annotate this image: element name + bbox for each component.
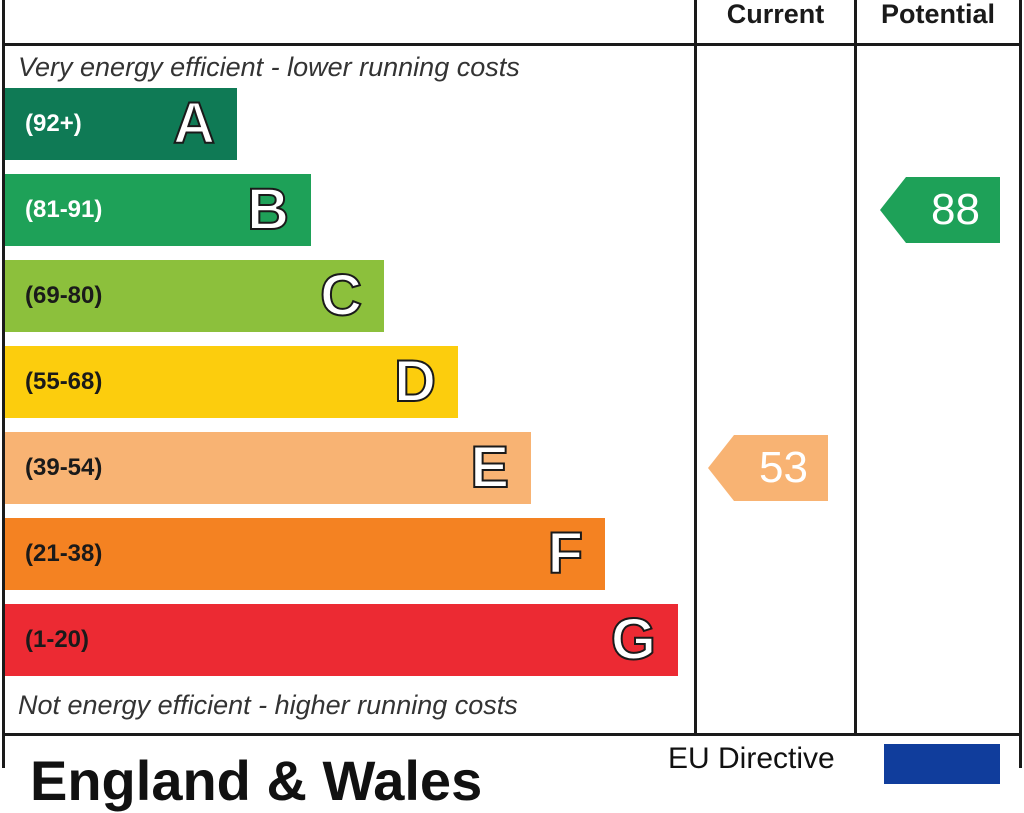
potential-column-divider bbox=[854, 0, 857, 736]
eu-flag-icon bbox=[884, 744, 1000, 784]
potential-column-header: Potential bbox=[880, 0, 995, 29]
band-letter: E bbox=[469, 434, 510, 501]
band-c: (69-80) C bbox=[5, 260, 384, 332]
left-border bbox=[2, 0, 5, 768]
band-letter: G bbox=[610, 606, 657, 673]
potential-arrow-shape bbox=[880, 177, 1000, 243]
current-arrow-shape bbox=[708, 435, 828, 501]
band-a: (92+) A bbox=[5, 88, 237, 160]
right-border bbox=[1019, 0, 1022, 768]
band-letter: D bbox=[393, 348, 437, 415]
band-range-label: (1-20) bbox=[25, 626, 90, 653]
band-letter: C bbox=[319, 262, 363, 329]
band-range-label: (55-68) bbox=[25, 368, 103, 395]
band-range-label: (39-54) bbox=[25, 454, 103, 481]
band-range-label: (69-80) bbox=[25, 282, 103, 309]
inefficient-note: Not energy efficient - higher running co… bbox=[18, 690, 518, 720]
band-range-label: (81-91) bbox=[25, 196, 103, 223]
band-letter: B bbox=[246, 176, 290, 243]
band-b: (81-91) B bbox=[5, 174, 311, 246]
footer-divider bbox=[2, 733, 1022, 736]
band-e: (39-54) E bbox=[5, 432, 531, 504]
band-range-label: (92+) bbox=[25, 110, 82, 137]
band-range-label: (21-38) bbox=[25, 540, 103, 567]
current-rating-arrow: 53 bbox=[708, 435, 828, 501]
eu-directive-label: EU Directive bbox=[668, 742, 835, 775]
band-letter: A bbox=[172, 90, 216, 157]
efficient-note: Very energy efficient - lower running co… bbox=[18, 52, 520, 82]
current-column-header: Current bbox=[726, 0, 825, 29]
potential-rating-arrow: 88 bbox=[880, 177, 1000, 243]
current-column-divider bbox=[694, 0, 697, 736]
band-g: (1-20) G bbox=[5, 604, 678, 676]
band-letter: F bbox=[547, 520, 584, 587]
band-d: (55-68) D bbox=[5, 346, 458, 418]
potential-rating-value: 88 bbox=[931, 185, 980, 234]
current-rating-value: 53 bbox=[759, 443, 808, 492]
region-title: England & Wales bbox=[30, 749, 483, 812]
band-f: (21-38) F bbox=[5, 518, 605, 590]
header-divider bbox=[2, 43, 1022, 46]
